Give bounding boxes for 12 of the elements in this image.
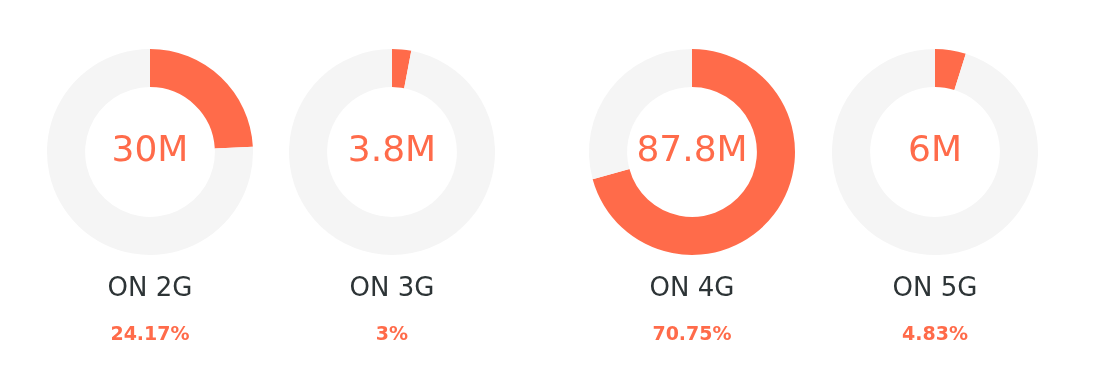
text: ON 4G [648,272,736,302]
text: 3.8M [347,128,437,170]
text: 6M [908,128,962,170]
text: 70.75% [651,322,733,344]
text: ON 3G [348,272,436,302]
text: 87.8M [636,128,748,170]
text: 3% [374,322,410,344]
text: 30M [111,128,189,170]
text: 4.83% [901,322,969,344]
text: ON 2G [106,272,194,302]
text: 24.17% [109,322,191,344]
text: ON 5G [891,272,979,302]
